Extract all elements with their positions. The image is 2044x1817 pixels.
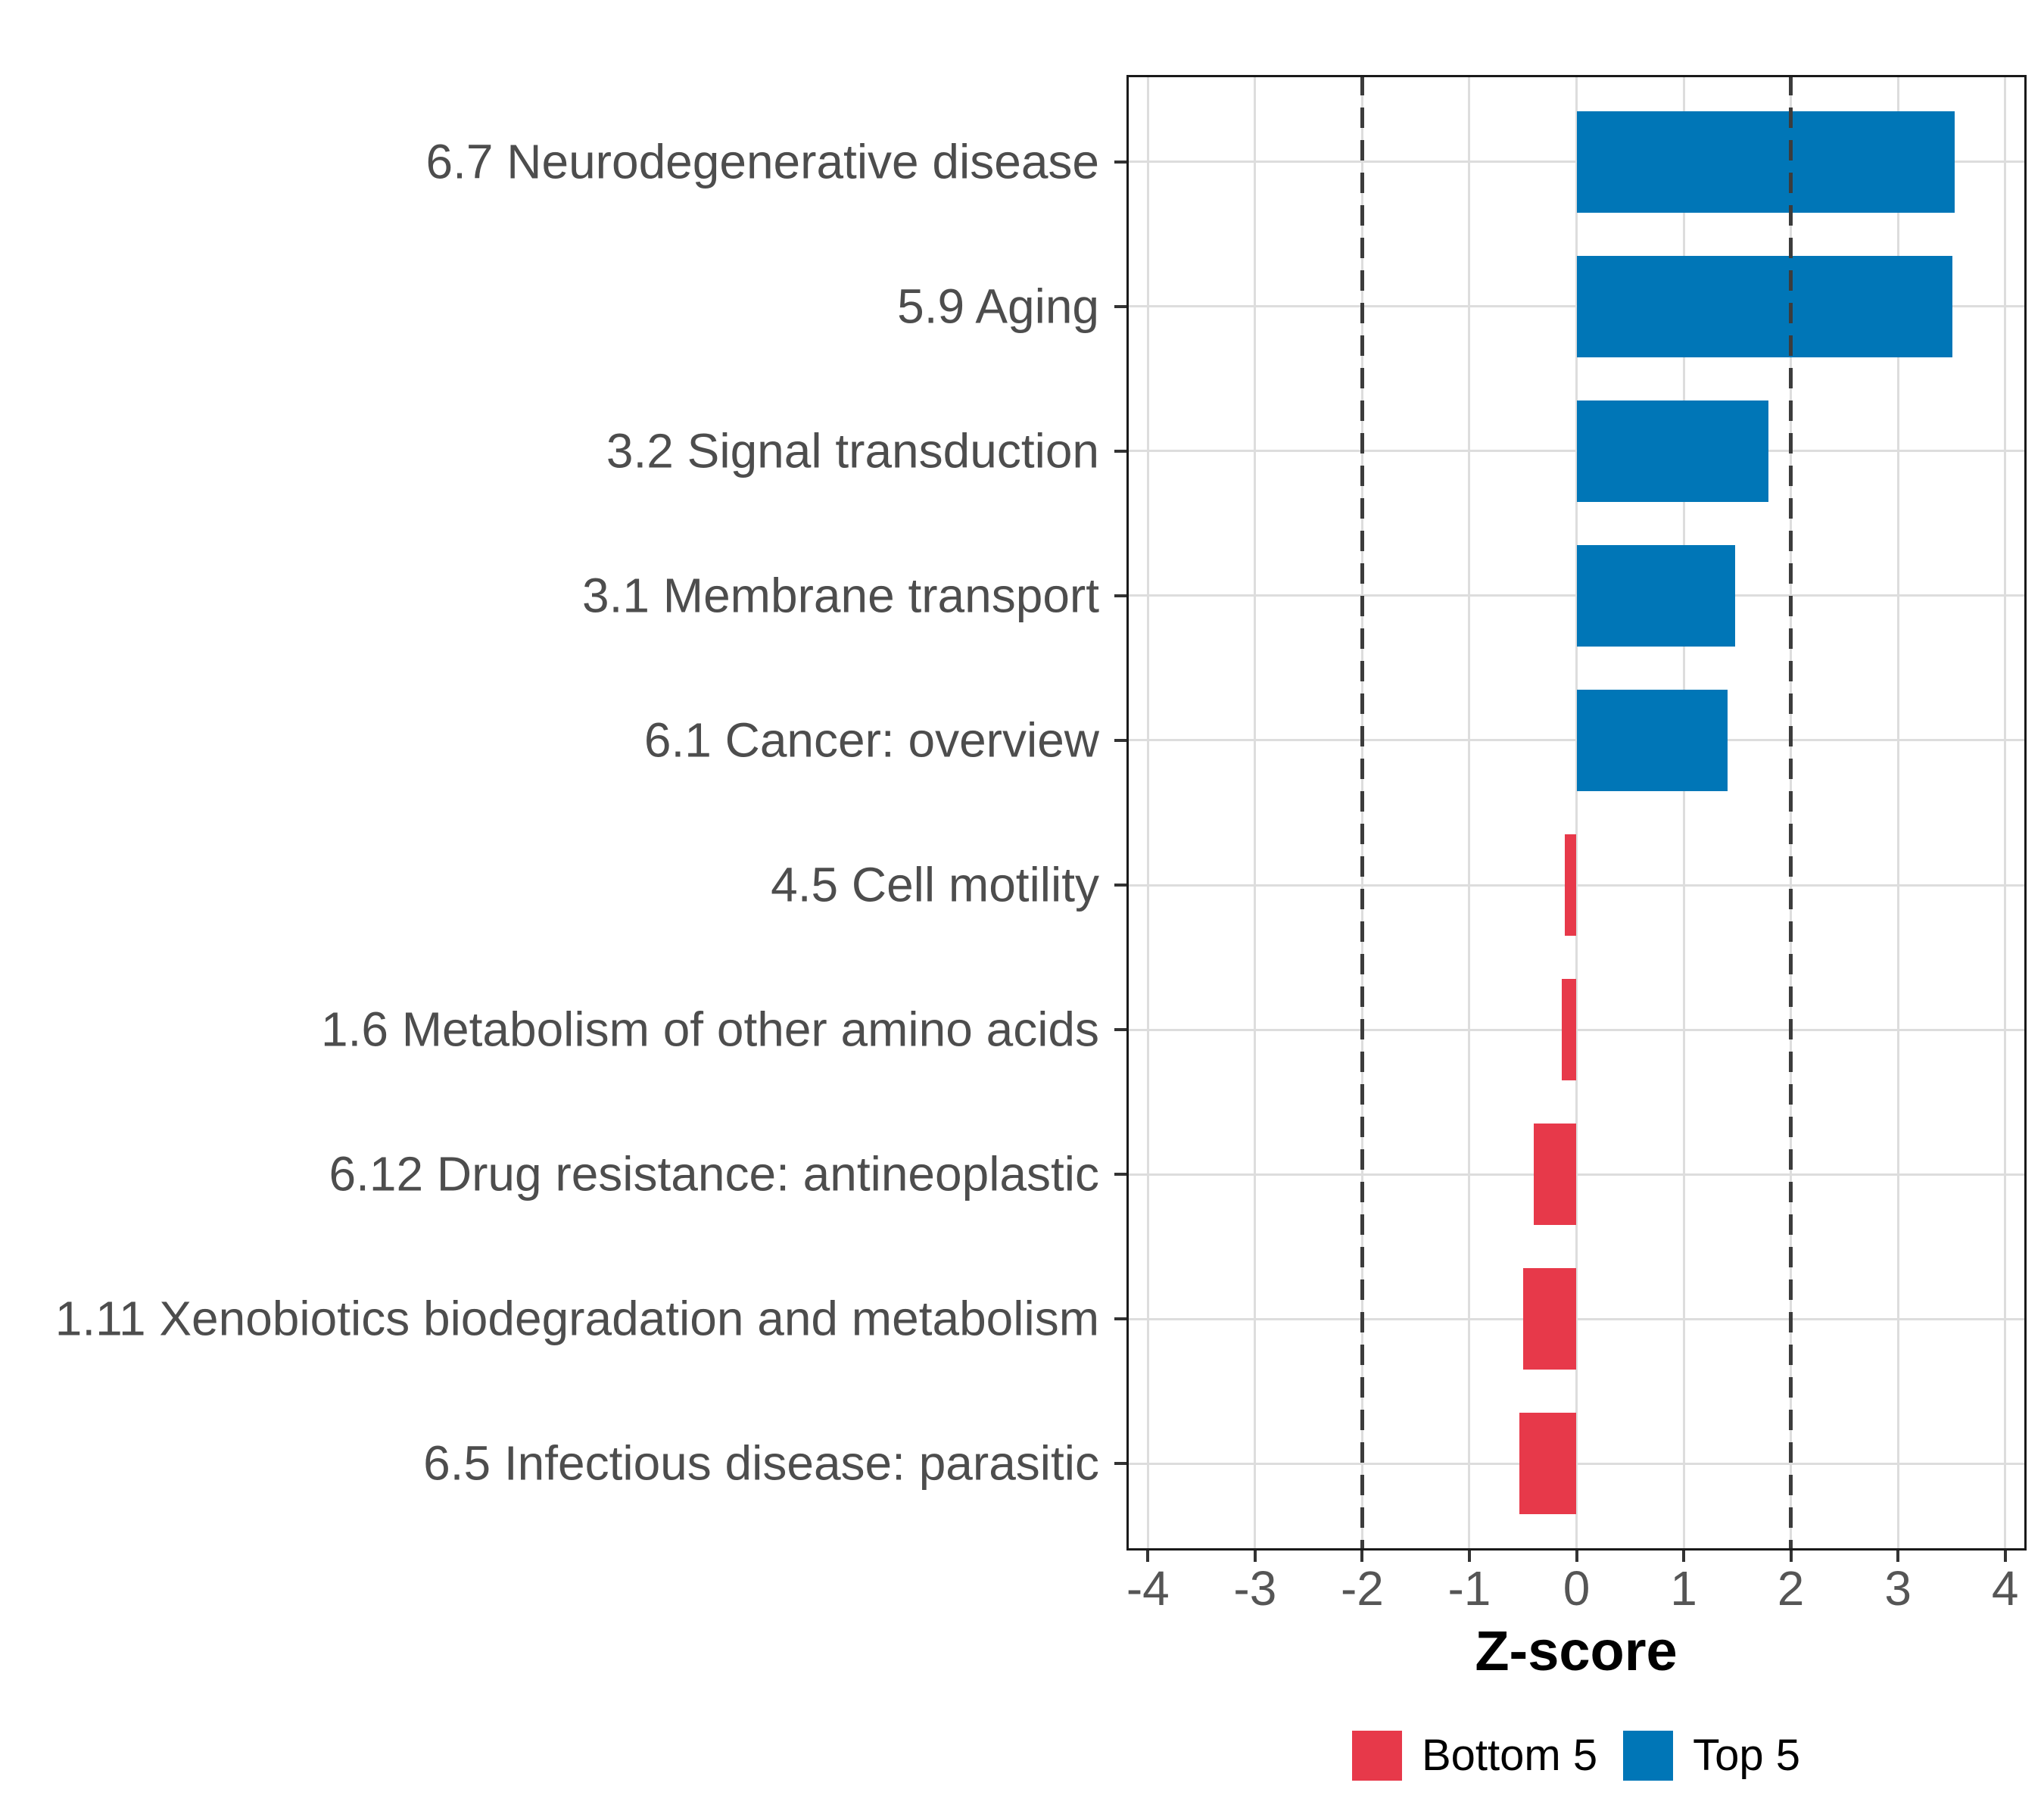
x-gridline: [1254, 75, 1257, 1551]
x-gridline: [1575, 75, 1578, 1551]
x-axis-tick-label: 4: [1991, 1561, 2019, 1616]
x-axis-tick-label: 1: [1670, 1561, 1697, 1616]
y-axis-tick: [1114, 884, 1126, 887]
x-gridline: [1146, 75, 1149, 1551]
x-axis-tick: [2003, 1551, 2007, 1562]
x-gridline: [2004, 75, 2007, 1551]
y-axis-category-label: 5.9 Aging: [897, 279, 1099, 334]
reference-line-dashed: [1789, 75, 1793, 1551]
y-gridline: [1126, 884, 2027, 887]
y-gridline: [1126, 1173, 2027, 1176]
y-axis-category-label: 3.1 Membrane transport: [582, 568, 1099, 623]
y-axis-category-label: 6.7 Neurodegenerative disease: [425, 134, 1100, 189]
plot-panel: [1126, 75, 2027, 1551]
x-axis-tick-label: -1: [1447, 1561, 1491, 1616]
x-axis-tick: [1467, 1551, 1471, 1562]
x-axis-title: Z-score: [1475, 1619, 1678, 1682]
reference-line-dashed: [1360, 75, 1364, 1551]
y-axis-category-label: 6.12 Drug resistance: antineoplastic: [329, 1146, 1099, 1201]
y-axis-tick: [1114, 449, 1126, 453]
x-axis-tick: [1146, 1551, 1150, 1562]
bar-positive: [1576, 255, 1953, 357]
y-gridline: [1126, 1028, 2027, 1031]
y-axis-category-label: 3.2 Signal transduction: [606, 423, 1099, 478]
x-axis-tick-label: -2: [1340, 1561, 1384, 1616]
y-axis-tick: [1114, 594, 1126, 597]
y-axis-category-label: 1.6 Metabolism of other amino acids: [320, 1002, 1099, 1057]
y-gridline: [1126, 1317, 2027, 1320]
x-axis-tick-label: -3: [1233, 1561, 1277, 1616]
y-axis-tick: [1114, 738, 1126, 742]
bar-negative: [1533, 1124, 1577, 1226]
x-axis-tick-label: 0: [1563, 1561, 1591, 1616]
legend-item: Bottom 5: [1351, 1730, 1598, 1781]
y-axis-category-label: 4.5 Cell motility: [771, 857, 1099, 912]
x-axis-tick: [1789, 1551, 1793, 1562]
y-axis-category-label: 6.1 Cancer: overview: [643, 712, 1099, 768]
bar-positive: [1576, 545, 1735, 647]
x-axis-tick-label: 3: [1884, 1561, 1912, 1616]
legend-item-label: Top 5: [1693, 1731, 1801, 1780]
x-axis-tick: [1253, 1551, 1257, 1562]
legend-item-label: Bottom 5: [1421, 1731, 1598, 1780]
y-axis-category-label: 6.5 Infectious disease: parasitic: [423, 1435, 1099, 1491]
legend: Bottom 5 Top 5: [1351, 1730, 1800, 1781]
y-gridline: [1126, 1462, 2027, 1465]
x-axis-tick: [1575, 1551, 1578, 1562]
legend-item: Top 5: [1623, 1730, 1800, 1781]
y-axis-tick: [1114, 1173, 1126, 1177]
y-axis-tick: [1114, 1462, 1126, 1466]
legend-swatch-bottom-5: [1351, 1730, 1402, 1781]
x-axis-tick-label: -4: [1126, 1561, 1170, 1616]
bar-negative: [1564, 834, 1577, 936]
x-gridline: [1896, 75, 1899, 1551]
y-axis-tick: [1114, 304, 1126, 308]
y-axis-category-label: 1.11 Xenobiotics biodegradation and meta…: [55, 1291, 1099, 1346]
bar-positive: [1576, 400, 1768, 502]
y-axis-tick: [1114, 1028, 1126, 1032]
bar-negative: [1519, 1413, 1577, 1515]
x-axis-tick: [1360, 1551, 1364, 1562]
bar-negative: [1561, 979, 1577, 1080]
x-axis-tick: [1896, 1551, 1900, 1562]
y-axis-tick: [1114, 1317, 1126, 1321]
x-axis-tick: [1682, 1551, 1686, 1562]
bar-positive: [1576, 111, 1955, 213]
bar-positive: [1576, 690, 1728, 791]
x-axis-tick-label: 2: [1777, 1561, 1805, 1616]
x-gridline: [1468, 75, 1471, 1551]
legend-swatch-top-5: [1623, 1730, 1674, 1781]
bar-negative: [1522, 1268, 1577, 1370]
x-gridline: [1682, 75, 1685, 1551]
y-axis-tick: [1114, 160, 1126, 164]
